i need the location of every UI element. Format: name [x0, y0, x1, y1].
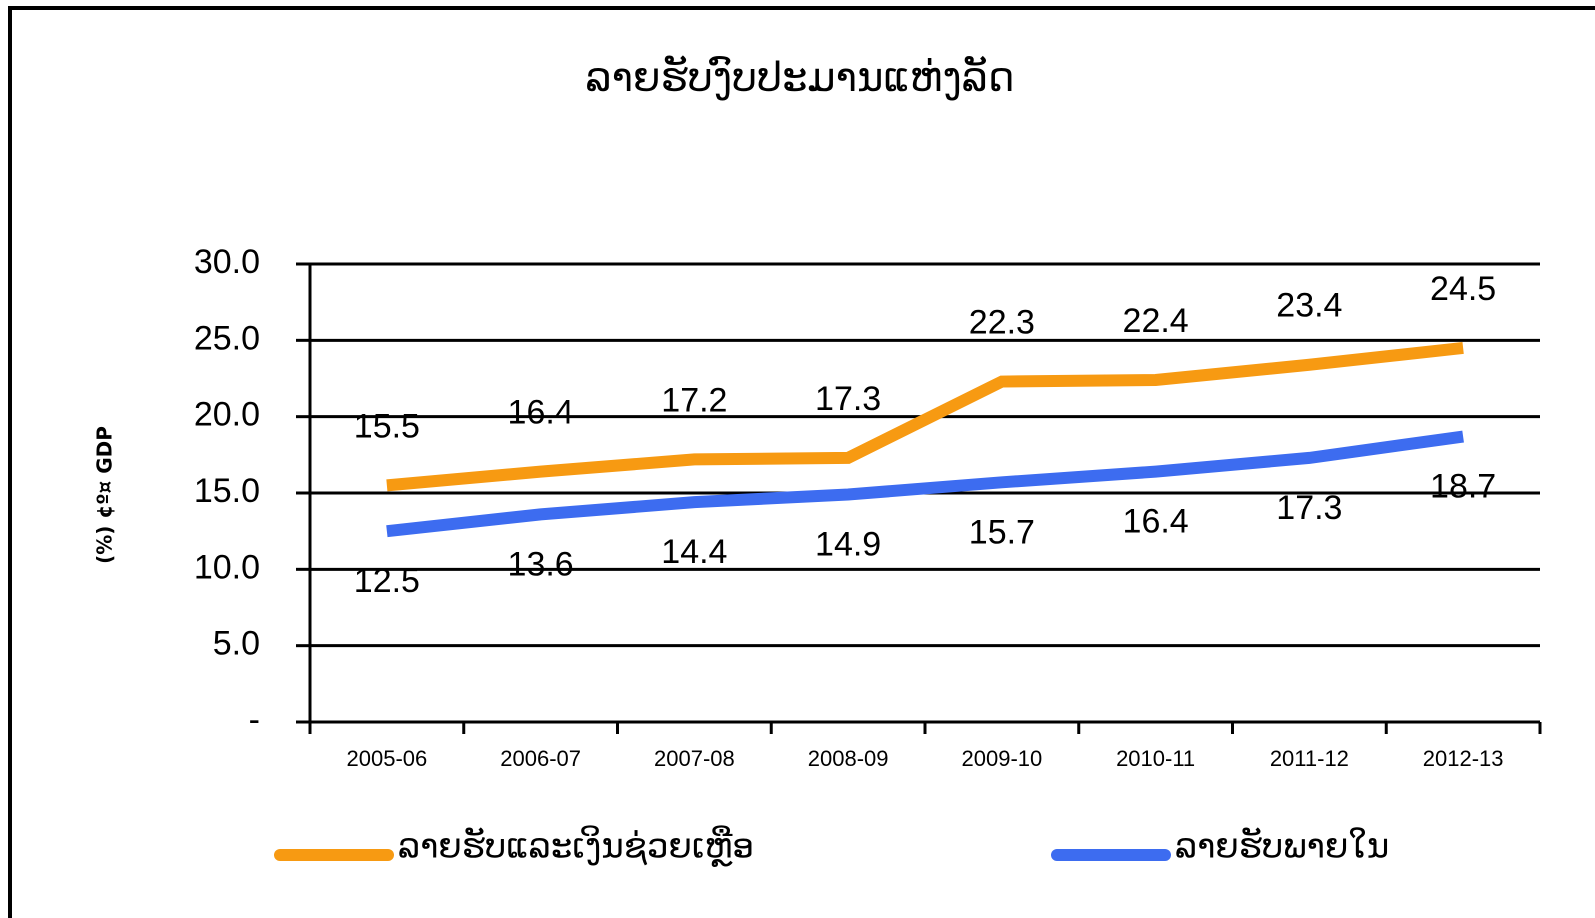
y-tick-label: 30.0	[194, 243, 260, 281]
data-label: 16.4	[1123, 503, 1189, 541]
data-label: 13.6	[508, 545, 574, 583]
x-tick-label: 2006-07	[500, 746, 581, 771]
x-tick-label: 2011-12	[1270, 746, 1349, 771]
data-label: 15.7	[969, 513, 1035, 551]
data-label: 22.4	[1123, 302, 1189, 340]
y-tick-label: 10.0	[194, 548, 260, 586]
legend-label: ລາຍຮັບແລະເງິນຊ່ວຍເຫຼືອ	[398, 825, 754, 867]
data-label: 17.3	[1276, 489, 1342, 527]
frame	[8, 6, 1595, 918]
data-label: 17.3	[815, 380, 881, 418]
series-line	[386, 430, 1464, 538]
chart-title: ລາຍຮັບງົບປະມານແຫ່ງລັດ	[585, 53, 1014, 101]
x-tick-label: 2012-13	[1423, 746, 1504, 771]
data-label: 14.4	[661, 533, 727, 571]
x-tick-label: 2009-10	[962, 746, 1043, 771]
x-tick-label: 2008-09	[808, 746, 889, 771]
data-label: 17.2	[661, 381, 727, 419]
legend-label: ລາຍຮັບພາຍໃນ	[1175, 826, 1389, 866]
y-tick-label: 20.0	[194, 396, 260, 434]
data-label: 18.7	[1430, 467, 1496, 505]
data-label: 12.5	[354, 562, 420, 600]
data-label: 14.9	[815, 526, 881, 564]
data-label: 16.4	[508, 394, 574, 432]
x-tick-label: 2005-06	[347, 746, 428, 771]
series-line	[386, 342, 1464, 492]
data-label: 24.5	[1430, 270, 1496, 308]
data-label: 15.5	[354, 407, 420, 445]
y-tick-label: 25.0	[194, 319, 260, 357]
x-tick-label: 2010-11	[1116, 746, 1195, 771]
y-tick-label: -	[249, 701, 260, 739]
y-axis-label: (%) ¢º¤ GDP	[93, 426, 117, 564]
data-label: 22.3	[969, 304, 1035, 342]
data-label: 23.4	[1276, 287, 1342, 325]
y-tick-label: 15.0	[194, 472, 260, 510]
x-tick-label: 2007-08	[654, 746, 735, 771]
y-tick-label: 5.0	[213, 625, 260, 663]
